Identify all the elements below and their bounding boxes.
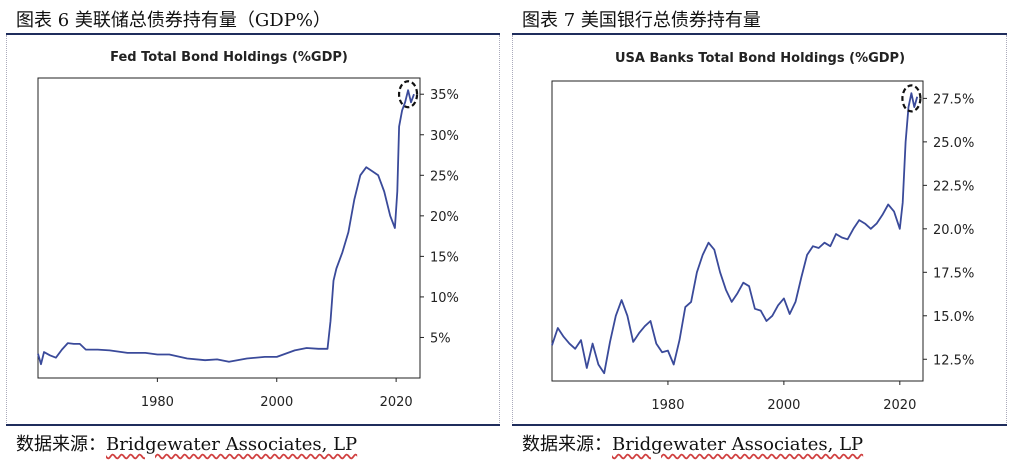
x-tick-label: 2000 xyxy=(767,398,800,413)
caption-rule xyxy=(6,33,500,35)
source-line: 数据来源：Bridgewater Associates, LP xyxy=(16,430,357,456)
source-line: 数据来源：Bridgewater Associates, LP xyxy=(522,430,863,456)
plot-frame xyxy=(37,77,421,379)
x-tick-label: 1980 xyxy=(651,398,684,413)
y-tick-label: 5% xyxy=(430,331,451,346)
series-line xyxy=(551,92,919,375)
highlight-circle xyxy=(901,84,922,113)
source-rule xyxy=(6,424,500,426)
x-tick-label: 2020 xyxy=(380,395,413,410)
chart-title: Fed Total Bond Holdings (%GDP) xyxy=(110,50,348,65)
y-tick-label: 15.0% xyxy=(933,310,974,325)
y-tick-label: 17.5% xyxy=(933,266,974,281)
source-rule xyxy=(512,424,1007,426)
x-tick-label: 1980 xyxy=(141,395,174,410)
y-tick-label: 15% xyxy=(430,250,459,265)
chart-panel-banks: 图表 7 美国银行总债券持有量 USA Banks Total Bond Hol… xyxy=(506,0,1013,462)
chart-panel-fed: 图表 6 美联储总债券持有量（GDP%） Fed Total Bond Hold… xyxy=(0,0,506,462)
source-name: Bridgewater Associates, LP xyxy=(612,434,864,455)
figure-caption: 图表 7 美国银行总债券持有量 xyxy=(522,10,761,31)
y-tick-label: 25% xyxy=(430,169,459,184)
y-tick-label: 10% xyxy=(430,291,459,306)
y-tick-label: 20% xyxy=(430,210,459,225)
highlight-circle xyxy=(397,80,419,109)
chart-usa-banks-bond-holdings: USA Banks Total Bond Holdings (%GDP) 1980… xyxy=(551,51,974,413)
y-tick-label: 35% xyxy=(430,88,459,103)
figure-caption: 图表 6 美联储总债券持有量（GDP%） xyxy=(16,10,331,31)
y-tick-label: 22.5% xyxy=(933,179,974,194)
y-tick-label: 12.5% xyxy=(933,353,974,368)
y-tick-label: 20.0% xyxy=(933,223,974,238)
y-tick-label: 27.5% xyxy=(933,92,974,107)
source-name: Bridgewater Associates, LP xyxy=(106,434,358,455)
caption-rule xyxy=(512,33,1007,35)
y-tick-label: 30% xyxy=(430,129,459,144)
figure-box xyxy=(512,35,1007,423)
series-line xyxy=(37,89,415,366)
figure-box xyxy=(6,35,500,423)
y-tick-label: 25.0% xyxy=(933,136,974,151)
x-tick-label: 2000 xyxy=(260,395,293,410)
chart-fed-bond-holdings: Fed Total Bond Holdings (%GDP) 1980 2000 20… xyxy=(37,50,459,410)
source-prefix: 数据来源： xyxy=(16,434,106,455)
plot-frame xyxy=(551,80,924,382)
chart-title: USA Banks Total Bond Holdings (%GDP) xyxy=(615,51,905,66)
x-tick-label: 2020 xyxy=(883,398,916,413)
source-prefix: 数据来源： xyxy=(522,434,612,455)
